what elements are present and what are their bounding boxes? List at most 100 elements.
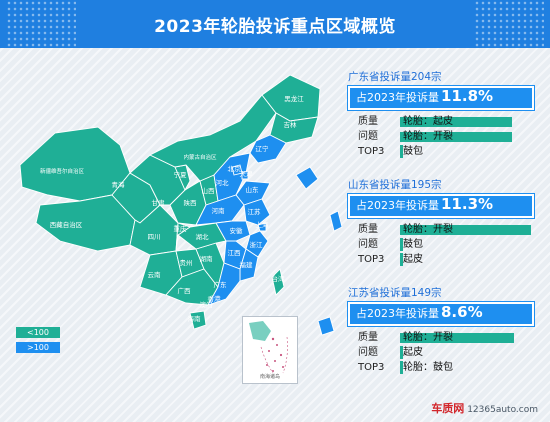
province-label: 四川 bbox=[148, 233, 161, 241]
province-label: 浙江 bbox=[250, 240, 264, 249]
share-value: 11.3% bbox=[441, 195, 494, 213]
province-label: 重庆 bbox=[174, 224, 188, 233]
region-card-jiangsu: 江苏省投诉量149宗 占2023年投诉量 8.6% 质量 问题 TOP3 轮胎：… bbox=[348, 286, 544, 376]
issue-label: 轮胎：起皮 bbox=[403, 116, 453, 127]
island-north-east bbox=[295, 166, 319, 190]
issue-row: 轮胎：开裂 bbox=[400, 222, 540, 237]
issue-marker bbox=[400, 145, 403, 158]
row-label: 问题 bbox=[358, 347, 378, 358]
issue-label: 起皮 bbox=[403, 347, 423, 358]
province-guangdong bbox=[207, 262, 241, 306]
row-label: 质量 bbox=[358, 224, 378, 235]
row-labels: 质量 问题 TOP3 bbox=[358, 222, 384, 267]
province-label: 甘肃 bbox=[152, 198, 166, 207]
region-header: 江苏省投诉量149宗 bbox=[348, 287, 442, 299]
issue-bar bbox=[400, 117, 512, 127]
issue-bars: 轮胎：开裂起皮轮胎：鼓包 bbox=[400, 330, 540, 375]
share-banner: 占2023年投诉量 11.8% bbox=[348, 86, 534, 110]
issue-bars: 轮胎：开裂鼓包起皮 bbox=[400, 222, 540, 267]
province-label: 河北 bbox=[216, 179, 230, 187]
province-label: 香港 bbox=[208, 294, 222, 303]
header-dots-left bbox=[6, 0, 76, 48]
province-label: 江西 bbox=[228, 249, 242, 257]
row-labels: 质量 问题 TOP3 bbox=[358, 330, 384, 375]
legend-high: >100 bbox=[16, 342, 60, 353]
province-shanghai bbox=[257, 222, 267, 232]
province-label: 云南 bbox=[148, 270, 162, 279]
brand-site: 12365auto.com bbox=[467, 405, 538, 415]
province-label: 山东 bbox=[246, 185, 260, 194]
legend-low: <100 bbox=[16, 327, 60, 338]
region-header: 山东省投诉量195宗 bbox=[348, 179, 442, 191]
province-label: 湖南 bbox=[200, 254, 214, 263]
row-label: 问题 bbox=[358, 239, 378, 250]
issue-label: 鼓包 bbox=[403, 146, 423, 157]
issue-label: 轮胎：开裂 bbox=[403, 332, 453, 343]
province-label: 西藏自治区 bbox=[50, 220, 83, 229]
province-label: 新疆维吾尔自治区 bbox=[40, 167, 85, 175]
row-labels: 质量 问题 TOP3 bbox=[358, 114, 384, 159]
province-label: 湖北 bbox=[196, 232, 210, 241]
province-label: 山西 bbox=[202, 186, 216, 195]
share-value: 11.8% bbox=[441, 87, 494, 105]
issue-marker bbox=[400, 238, 403, 251]
share-label: 占2023年投诉量 bbox=[356, 307, 439, 320]
row-label: TOP3 bbox=[358, 362, 385, 373]
row-label: 质量 bbox=[358, 116, 378, 127]
inset-label: 南海诸岛 bbox=[259, 374, 280, 380]
province-label: 福建 bbox=[240, 260, 254, 269]
share-banner: 占2023年投诉量 8.6% bbox=[348, 302, 534, 326]
issue-row: 轮胎：鼓包 bbox=[400, 360, 540, 375]
province-chongqing bbox=[175, 222, 192, 252]
region-header: 广东省投诉量204宗 bbox=[348, 71, 442, 83]
province-label: 陕西 bbox=[184, 198, 198, 207]
province-taiwan bbox=[271, 268, 285, 296]
row-label: 质量 bbox=[358, 332, 378, 343]
issue-bar bbox=[400, 132, 512, 142]
share-value: 8.6% bbox=[441, 303, 483, 321]
province-label: 海南 bbox=[188, 314, 202, 323]
issue-row: 起皮 bbox=[400, 345, 540, 360]
province-tianjin bbox=[241, 170, 249, 180]
issue-label: 鼓包 bbox=[403, 239, 423, 250]
issue-marker bbox=[400, 253, 403, 266]
share-label: 占2023年投诉量 bbox=[356, 199, 439, 212]
province-label: 天津 bbox=[240, 170, 254, 178]
issue-row: 鼓包 bbox=[400, 237, 540, 252]
province-jiangsu bbox=[243, 198, 271, 226]
share-label: 占2023年投诉量 bbox=[356, 91, 439, 104]
province-label: 辽宁 bbox=[256, 144, 270, 153]
issue-bars: 轮胎：起皮轮胎：开裂鼓包 bbox=[400, 114, 540, 159]
page-title: 2023年轮胎投诉重点区域概览 bbox=[154, 16, 396, 37]
province-xinjiang bbox=[19, 126, 131, 202]
island-east bbox=[329, 210, 343, 232]
issue-bar bbox=[400, 225, 531, 235]
brand-watermark: 车质网 12365auto.com bbox=[431, 400, 538, 416]
row-label: TOP3 bbox=[358, 146, 385, 157]
issue-row: 轮胎：开裂 bbox=[400, 330, 540, 345]
issue-bar bbox=[400, 333, 515, 343]
share-banner: 占2023年投诉量 11.3% bbox=[348, 194, 534, 218]
province-label: 青海 bbox=[112, 180, 126, 189]
province-label: 上海 bbox=[256, 220, 270, 229]
province-label: 广东 bbox=[214, 280, 228, 289]
issue-label: 轮胎：开裂 bbox=[403, 131, 453, 142]
province-label: 广西 bbox=[178, 286, 192, 295]
issue-marker bbox=[400, 346, 403, 359]
issue-label: 起皮 bbox=[403, 254, 423, 265]
inset-islands bbox=[249, 321, 288, 374]
province-label: 江苏 bbox=[248, 207, 262, 216]
issue-row: 轮胎：开裂 bbox=[400, 129, 540, 144]
province-label: 澳门 bbox=[200, 300, 213, 309]
province-henan bbox=[195, 194, 245, 226]
province-label: 内蒙古自治区 bbox=[183, 153, 217, 161]
issue-marker bbox=[400, 361, 403, 374]
province-label: 北京 bbox=[228, 164, 242, 173]
row-label: 问题 bbox=[358, 131, 378, 142]
province-label: 台湾 bbox=[272, 274, 286, 283]
province-label: 黑龙江 bbox=[284, 94, 304, 103]
header-dots-right bbox=[474, 0, 544, 48]
issue-label: 轮胎：鼓包 bbox=[403, 362, 453, 373]
province-label: 贵州 bbox=[180, 258, 193, 267]
